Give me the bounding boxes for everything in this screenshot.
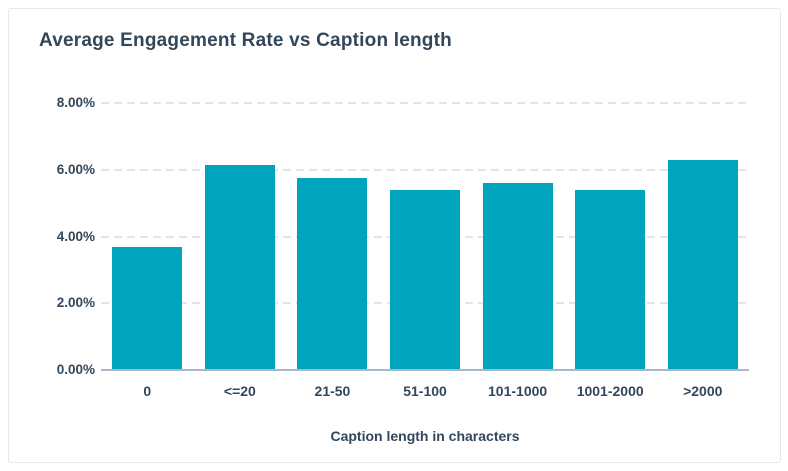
bar->2000 <box>667 159 738 370</box>
bar-1001-2000 <box>575 189 646 370</box>
chart-card: Average Engagement Rate vs Caption lengt… <box>8 8 781 463</box>
x-tick-label: 101-1000 <box>488 383 548 399</box>
bar-0 <box>112 246 183 370</box>
bar-21-50 <box>297 178 368 370</box>
y-tick-label: 4.00% <box>56 228 95 244</box>
x-axis-line <box>101 369 749 371</box>
y-tick-label: 8.00% <box>56 95 95 110</box>
bar-101-1000 <box>482 183 553 370</box>
gridline-8.00% <box>101 102 749 104</box>
y-axis-labels: 0.00% 2.00% 4.00% 6.00% 8.00% <box>27 95 95 377</box>
y-tick-label: 2.00% <box>56 295 95 311</box>
x-axis-title: Caption length in characters <box>330 428 520 444</box>
x-tick-label: 1001-2000 <box>576 383 644 399</box>
bar-<=20 <box>204 164 275 370</box>
x-tick-label: 51-100 <box>403 383 447 399</box>
plot-area <box>101 102 749 371</box>
y-tick-label: 6.00% <box>56 161 95 177</box>
x-tick-label: 0 <box>143 383 152 399</box>
bar-slot <box>471 103 564 370</box>
bar-slot <box>101 103 194 370</box>
bar-slot <box>564 103 657 370</box>
bar-slot <box>379 103 472 370</box>
x-tick-label: >2000 <box>683 383 723 399</box>
y-tick-label: 0.00% <box>56 362 95 377</box>
bar-slot <box>286 103 379 370</box>
bar-slot <box>194 103 287 370</box>
x-tick-label: 21-50 <box>314 383 351 399</box>
bar-51-100 <box>390 189 461 370</box>
bar-slot <box>656 103 749 370</box>
x-tick-label: <=20 <box>223 383 256 399</box>
x-axis-labels: 0 <=20 21-50 51-100 101-1000 1001-2000 >2000 <box>101 383 749 399</box>
bars-row <box>101 103 749 370</box>
chart-title: Average Engagement Rate vs Caption lengt… <box>39 30 452 51</box>
gridline-6.00% <box>101 168 749 171</box>
